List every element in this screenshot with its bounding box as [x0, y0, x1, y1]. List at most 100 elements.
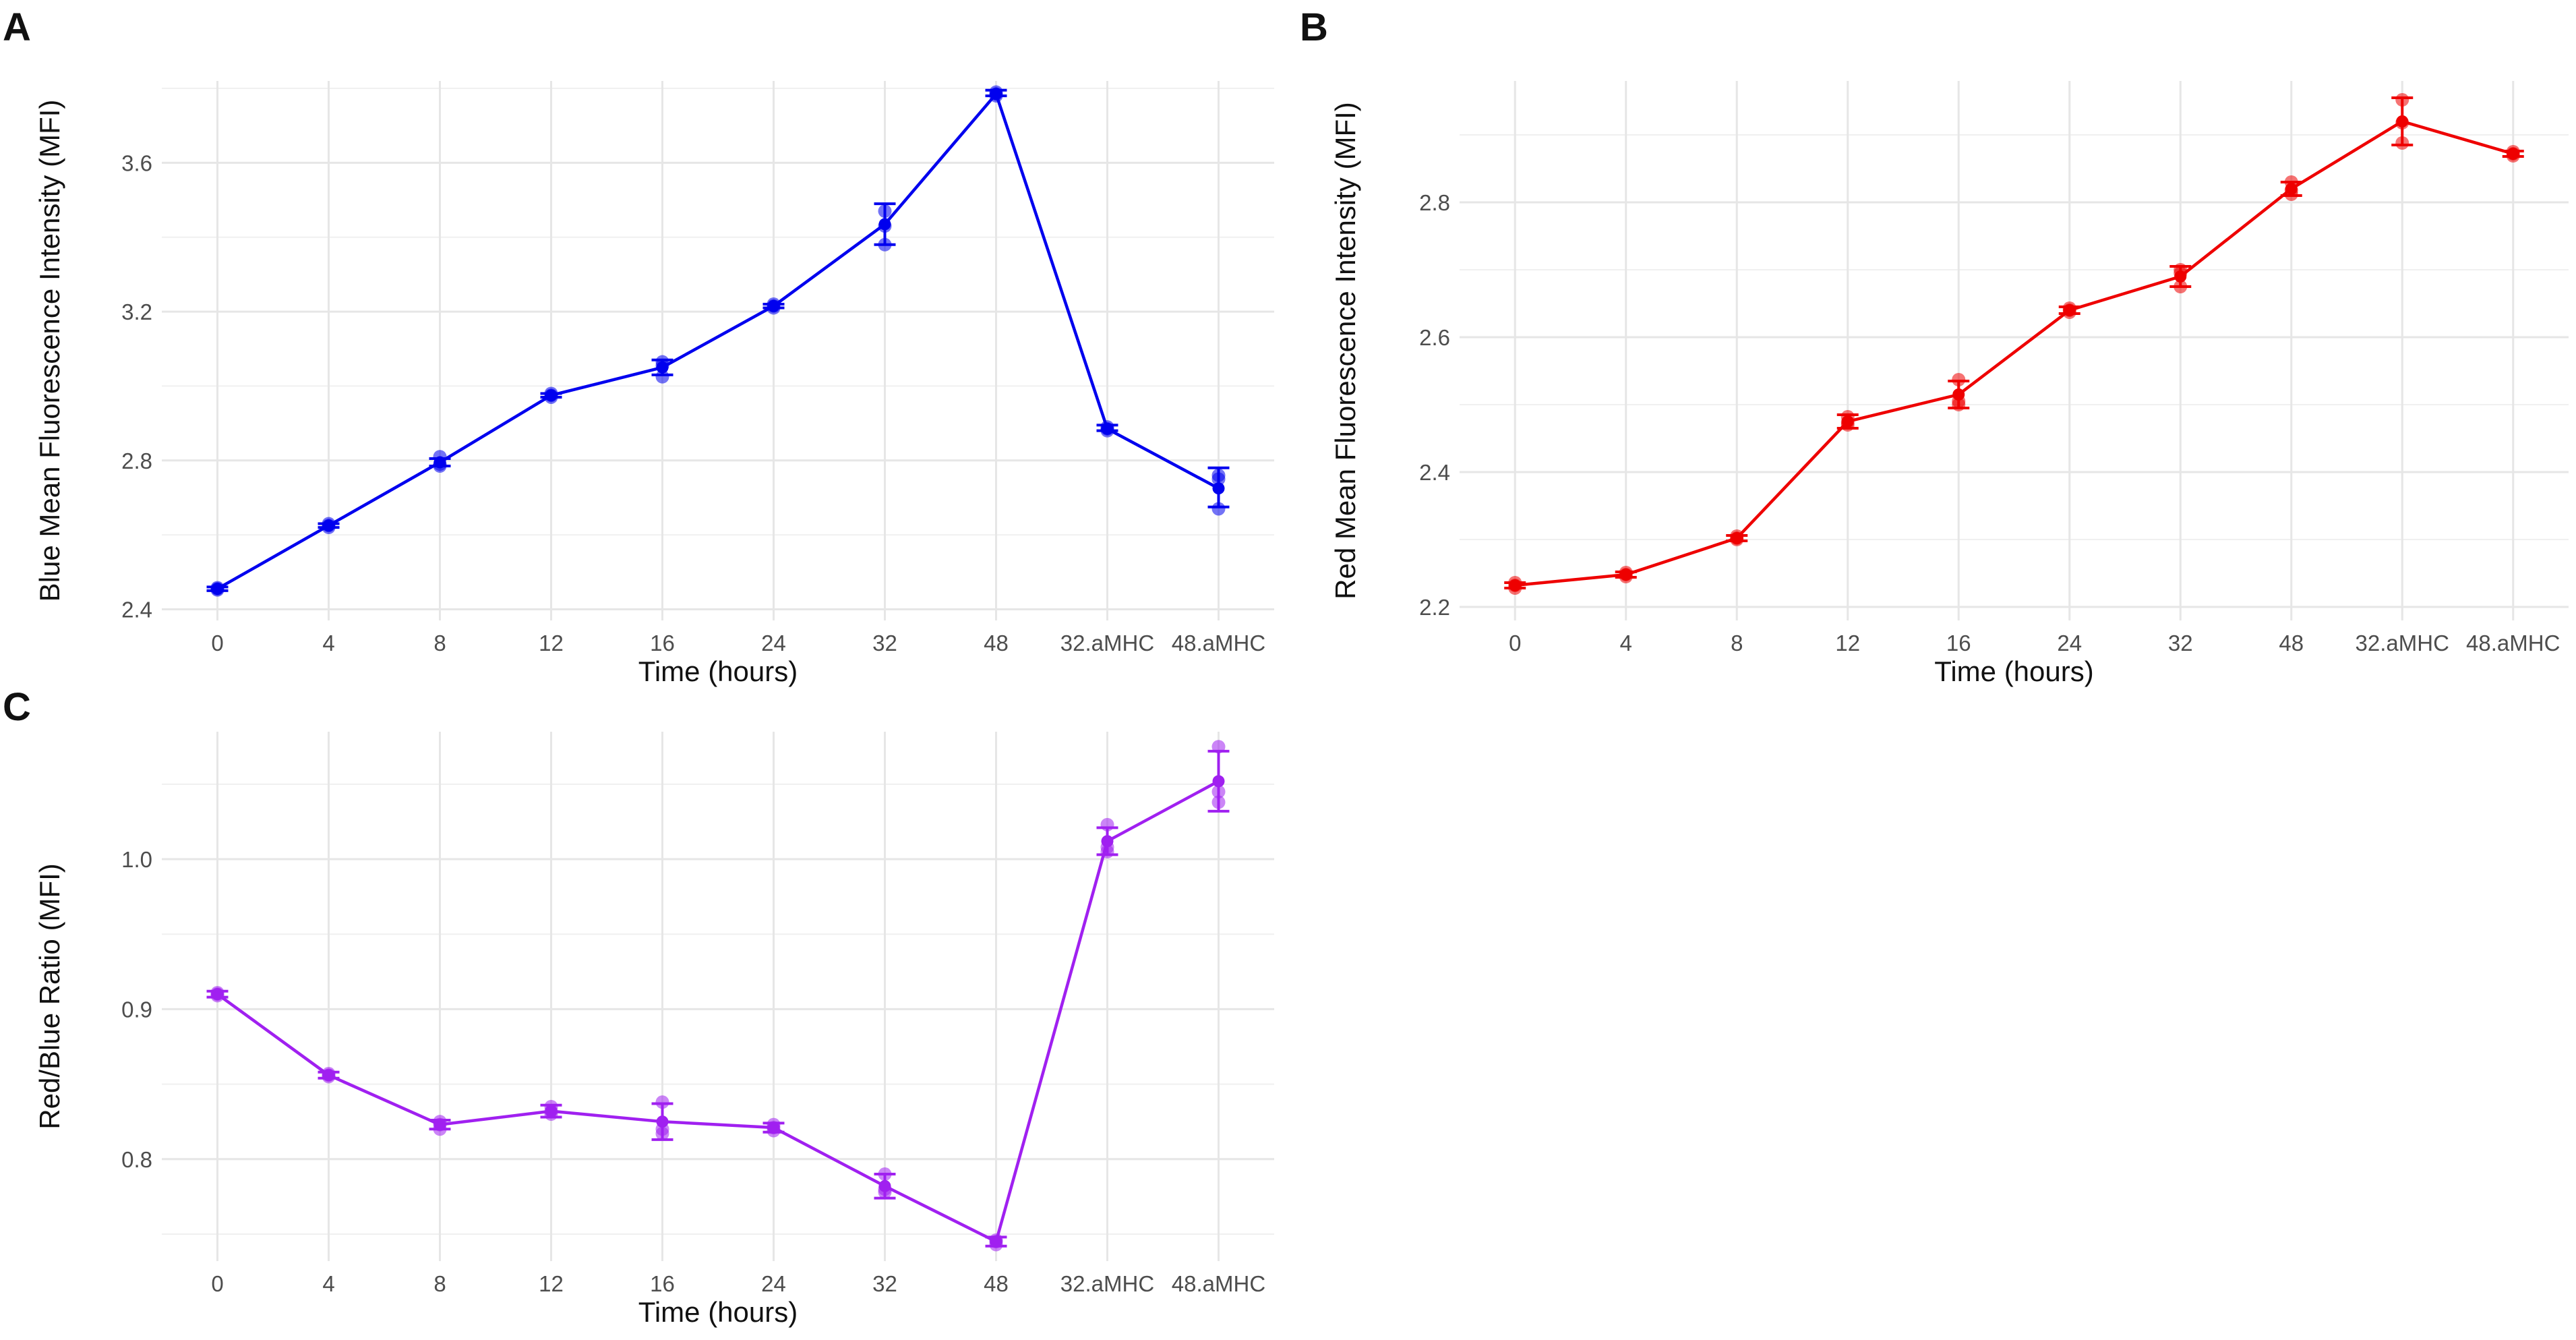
x-tick-label: 32.aMHC [1060, 631, 1154, 656]
mean-point [545, 1105, 558, 1117]
x-tick-label: 4 [1620, 631, 1632, 656]
mean-point [1101, 422, 1114, 435]
mean-point [1731, 532, 1743, 544]
y-tick-label: 0.9 [121, 997, 152, 1022]
replicate-point [2395, 136, 2409, 150]
y-tick-label: 1.0 [121, 847, 152, 872]
y-tick-label: 0.8 [121, 1147, 152, 1172]
x-tick-label: 48.aMHC [1172, 1271, 1265, 1296]
x-tick-label: 24 [761, 1271, 786, 1296]
mean-point [545, 389, 558, 402]
x-tick-label: 0 [211, 1271, 223, 1296]
x-tick-label: 8 [433, 1271, 446, 1296]
mean-point [433, 456, 446, 469]
mean-point [1212, 775, 1225, 788]
replicate-point [2395, 93, 2409, 107]
x-tick-label: 16 [650, 1271, 675, 1296]
x-tick-label: 0 [1509, 631, 1521, 656]
mean-point [433, 1118, 446, 1131]
mean-point [2174, 270, 2187, 283]
panel-letter-a: A [3, 5, 31, 49]
x-tick-label: 0 [211, 631, 223, 656]
y-axis-title: Red Mean Fluorescence Intensity (MFI) [1329, 102, 1361, 600]
mean-point [2396, 115, 2409, 127]
x-tick-label: 24 [761, 631, 786, 656]
mean-point [990, 1235, 1002, 1248]
mean-point [878, 1179, 891, 1192]
x-tick-label: 48 [2279, 631, 2304, 656]
y-tick-label: 2.8 [1419, 190, 1450, 215]
mean-point [878, 218, 891, 231]
x-tick-label: 32 [2168, 631, 2193, 656]
x-tick-label: 48.aMHC [1172, 631, 1265, 656]
x-tick-label: 4 [322, 631, 334, 656]
replicate-point [655, 370, 669, 384]
mean-point [656, 1115, 669, 1128]
mean-point [211, 988, 224, 1001]
mean-point [1619, 569, 1632, 581]
x-tick-label: 32.aMHC [2356, 631, 2449, 656]
y-tick-label: 2.4 [121, 597, 152, 622]
replicate-point [2174, 280, 2188, 293]
mean-point [1841, 415, 1854, 428]
y-tick-label: 2.6 [1419, 325, 1450, 350]
mean-point [1509, 579, 1522, 591]
x-tick-label: 24 [2057, 631, 2082, 656]
replicate-point [655, 1095, 669, 1109]
mean-point [1212, 482, 1225, 495]
x-axis-title: Time (hours) [1934, 656, 2093, 687]
x-tick-label: 12 [1835, 631, 1860, 656]
y-tick-label: 2.2 [1419, 595, 1450, 620]
mean-point [2507, 148, 2519, 160]
mean-point [322, 519, 335, 532]
mean-point [2285, 183, 2298, 195]
replicate-point [1211, 784, 1226, 798]
y-axis-title: Blue Mean Fluorescence Intensity (MFI) [34, 100, 65, 602]
mean-point [656, 361, 669, 374]
x-tick-label: 4 [322, 1271, 334, 1296]
y-tick-label: 2.8 [121, 448, 152, 473]
panel-letter-b: B [1300, 5, 1328, 49]
x-tick-label: 12 [539, 1271, 564, 1296]
x-tick-label: 12 [539, 631, 564, 656]
panel-letter-c: C [3, 685, 31, 729]
x-axis-title: Time (hours) [638, 656, 798, 687]
mean-point [1952, 388, 1965, 401]
x-tick-label: 8 [433, 631, 446, 656]
replicate-point [1211, 468, 1226, 482]
x-tick-label: 16 [1946, 631, 1971, 656]
replicate-point [1211, 502, 1226, 516]
mean-point [211, 583, 224, 595]
x-axis-title: Time (hours) [638, 1296, 798, 1328]
mean-point [767, 1121, 780, 1134]
panel-c: C 0.80.91.00 4 8 12 16 24 32 48 32.aMHC 48.aMHCTi… [3, 685, 1274, 1328]
mean-point [2063, 304, 2076, 316]
x-tick-label: 8 [1731, 631, 1743, 656]
x-tick-label: 48 [984, 1271, 1009, 1296]
mean-point [990, 88, 1002, 100]
mean-point [322, 1069, 335, 1082]
panel-a: A 2.42.83.23.60 4 8 12 16 24 32 48 32.aMHC 48.aMH… [3, 5, 1274, 687]
replicate-point [1100, 817, 1114, 832]
replicate-point [1952, 373, 1966, 386]
x-tick-label: 48 [984, 631, 1009, 656]
replicate-point [878, 204, 892, 219]
mean-point [767, 299, 780, 312]
series-line [216, 92, 1220, 591]
y-tick-label: 3.2 [121, 299, 152, 324]
replicate-point [878, 237, 892, 252]
series-line [216, 780, 1220, 1244]
panel-b: B 2.22.42.62.80 4 8 12 16 24 32 48 32.aMHC 48.aMH… [1300, 5, 2569, 687]
x-tick-label: 48.aMHC [2466, 631, 2560, 656]
replicate-point [1211, 795, 1226, 809]
x-tick-label: 16 [650, 631, 675, 656]
y-axis-title: Red/Blue Ratio (MFI) [34, 863, 65, 1129]
mean-point [1101, 835, 1114, 848]
series-line [1515, 119, 2514, 587]
replicate-point [878, 1167, 892, 1182]
y-tick-label: 3.6 [121, 150, 152, 175]
x-tick-label: 32.aMHC [1060, 1271, 1154, 1296]
x-tick-label: 32 [872, 631, 897, 656]
